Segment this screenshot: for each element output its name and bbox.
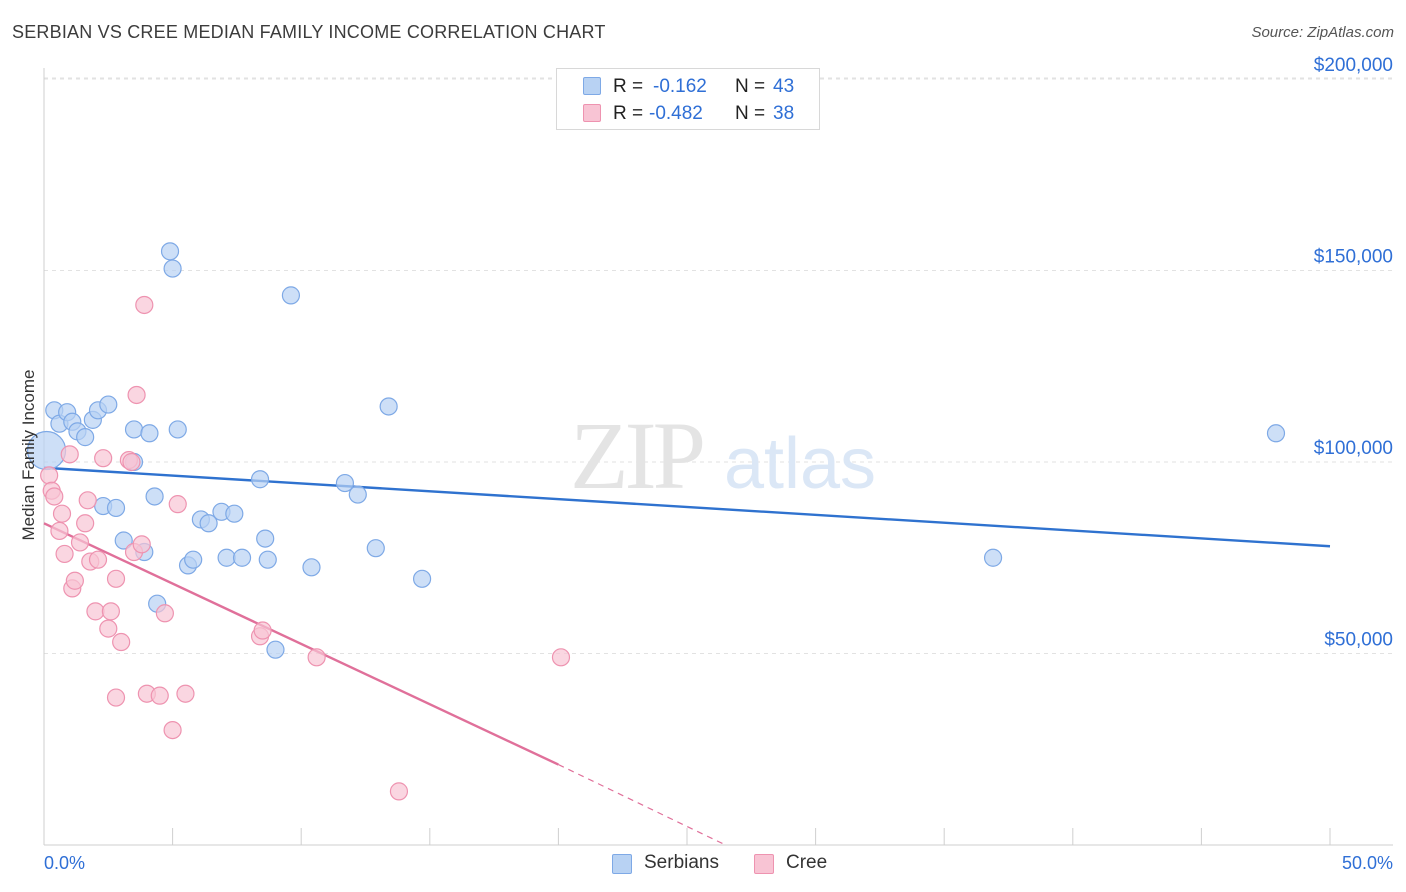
point-serbians (199, 514, 218, 533)
point-serbians (225, 504, 244, 523)
point-serbians (160, 242, 180, 261)
point-serbians (184, 550, 203, 569)
y-tick-labels: $50,000 $100,000 $150,000 $200,000 (1314, 55, 1393, 651)
point-cree (40, 466, 59, 485)
legend-label-cree: Cree (786, 852, 828, 873)
point-cree (65, 571, 84, 590)
data-points (26, 242, 1286, 801)
point-serbians (258, 550, 277, 569)
point-cree (106, 569, 126, 588)
point-cree (60, 445, 79, 464)
point-cree (99, 619, 118, 638)
point-serbians (335, 473, 355, 493)
y-tick-label: $100,000 (1314, 438, 1393, 459)
gridlines (44, 77, 1393, 654)
point-cree (135, 295, 154, 315)
point-cree (168, 495, 187, 514)
trend-lines (43, 466, 1331, 846)
point-serbians (99, 395, 118, 414)
point-serbians (379, 397, 398, 416)
y-tick-label: $200,000 (1314, 55, 1393, 76)
y-tick-label: $50,000 (1324, 630, 1393, 651)
axes (43, 68, 1393, 846)
legend-r-label: R = (613, 75, 644, 97)
point-cree (76, 514, 95, 533)
point-cree (389, 782, 409, 801)
point-serbians (983, 548, 1003, 567)
point-serbians (106, 498, 126, 518)
legend-r-label: R = (613, 102, 644, 124)
point-cree (101, 602, 120, 621)
source-label: Source: ZipAtlas.com (1251, 24, 1394, 41)
legend-swatch-serbians (583, 77, 601, 95)
x-tick-label-max: 50.0% (1342, 853, 1393, 873)
x-tick-label-min: 0.0% (44, 853, 85, 873)
point-cree (50, 521, 69, 541)
point-cree (86, 602, 105, 621)
y-axis-label: Median Family Income (19, 369, 38, 540)
point-serbians (76, 428, 95, 447)
point-cree (122, 452, 141, 472)
point-serbians (1266, 424, 1286, 443)
legend-row-cree: R = -0.482 N = 38 (557, 100, 821, 127)
legend-n-label: N = (735, 102, 766, 124)
point-cree (150, 686, 169, 705)
legend-label-serbians: Serbians (644, 852, 719, 873)
chart-title: SERBIAN VS CREE MEDIAN FAMILY INCOME COR… (12, 22, 606, 42)
point-cree (112, 632, 131, 652)
point-serbians (412, 569, 432, 588)
point-serbians (114, 531, 133, 550)
point-serbians (217, 548, 236, 567)
point-cree (52, 504, 72, 523)
point-serbians (140, 424, 159, 443)
point-cree (155, 604, 174, 623)
y-tick-label: $150,000 (1314, 247, 1393, 268)
watermark-atlas: atlas (724, 424, 876, 504)
point-serbians (266, 640, 285, 659)
correlation-legend: R = -0.162 N = 43 R = -0.482 N = 38 (556, 68, 820, 130)
point-serbians (168, 420, 187, 439)
point-cree (88, 550, 108, 569)
point-serbians (281, 286, 301, 305)
point-serbians (366, 539, 385, 558)
point-cree (45, 487, 64, 506)
zipatlas-watermark: ZIP atlas (570, 402, 876, 509)
point-serbians (232, 548, 252, 567)
point-cree (176, 684, 195, 703)
legend-r-value-serbians: -0.162 (653, 75, 707, 97)
point-cree (70, 533, 90, 552)
legend-n-label: N = (735, 75, 766, 97)
point-cree (551, 648, 571, 667)
point-cree (307, 648, 326, 667)
point-serbians (145, 487, 164, 506)
point-cree (94, 449, 113, 468)
point-cree (253, 621, 272, 640)
legend-row-serbians: R = -0.162 N = 43 (557, 73, 821, 100)
watermark-zip: ZIP (570, 402, 703, 509)
legend-r-value-cree: -0.482 (649, 102, 703, 124)
legend-n-value-cree: 38 (773, 102, 795, 124)
trend-line-cree (43, 522, 559, 766)
point-cree (78, 491, 97, 510)
point-serbians (348, 485, 367, 504)
legend-swatch-serbians (612, 854, 632, 874)
point-serbians (124, 420, 144, 439)
point-serbians (302, 558, 321, 577)
point-cree (132, 535, 151, 554)
point-cree (55, 544, 74, 564)
trend-line-extension-cree (558, 764, 726, 846)
legend-swatch-cree (583, 104, 601, 122)
point-serbians (163, 259, 182, 278)
point-cree (127, 385, 146, 405)
point-serbians (250, 470, 270, 489)
legend-n-value-serbians: 43 (773, 75, 795, 97)
point-serbians (256, 529, 275, 548)
legend-swatch-cree (754, 854, 774, 874)
point-cree (163, 720, 182, 740)
point-cree (106, 688, 126, 707)
